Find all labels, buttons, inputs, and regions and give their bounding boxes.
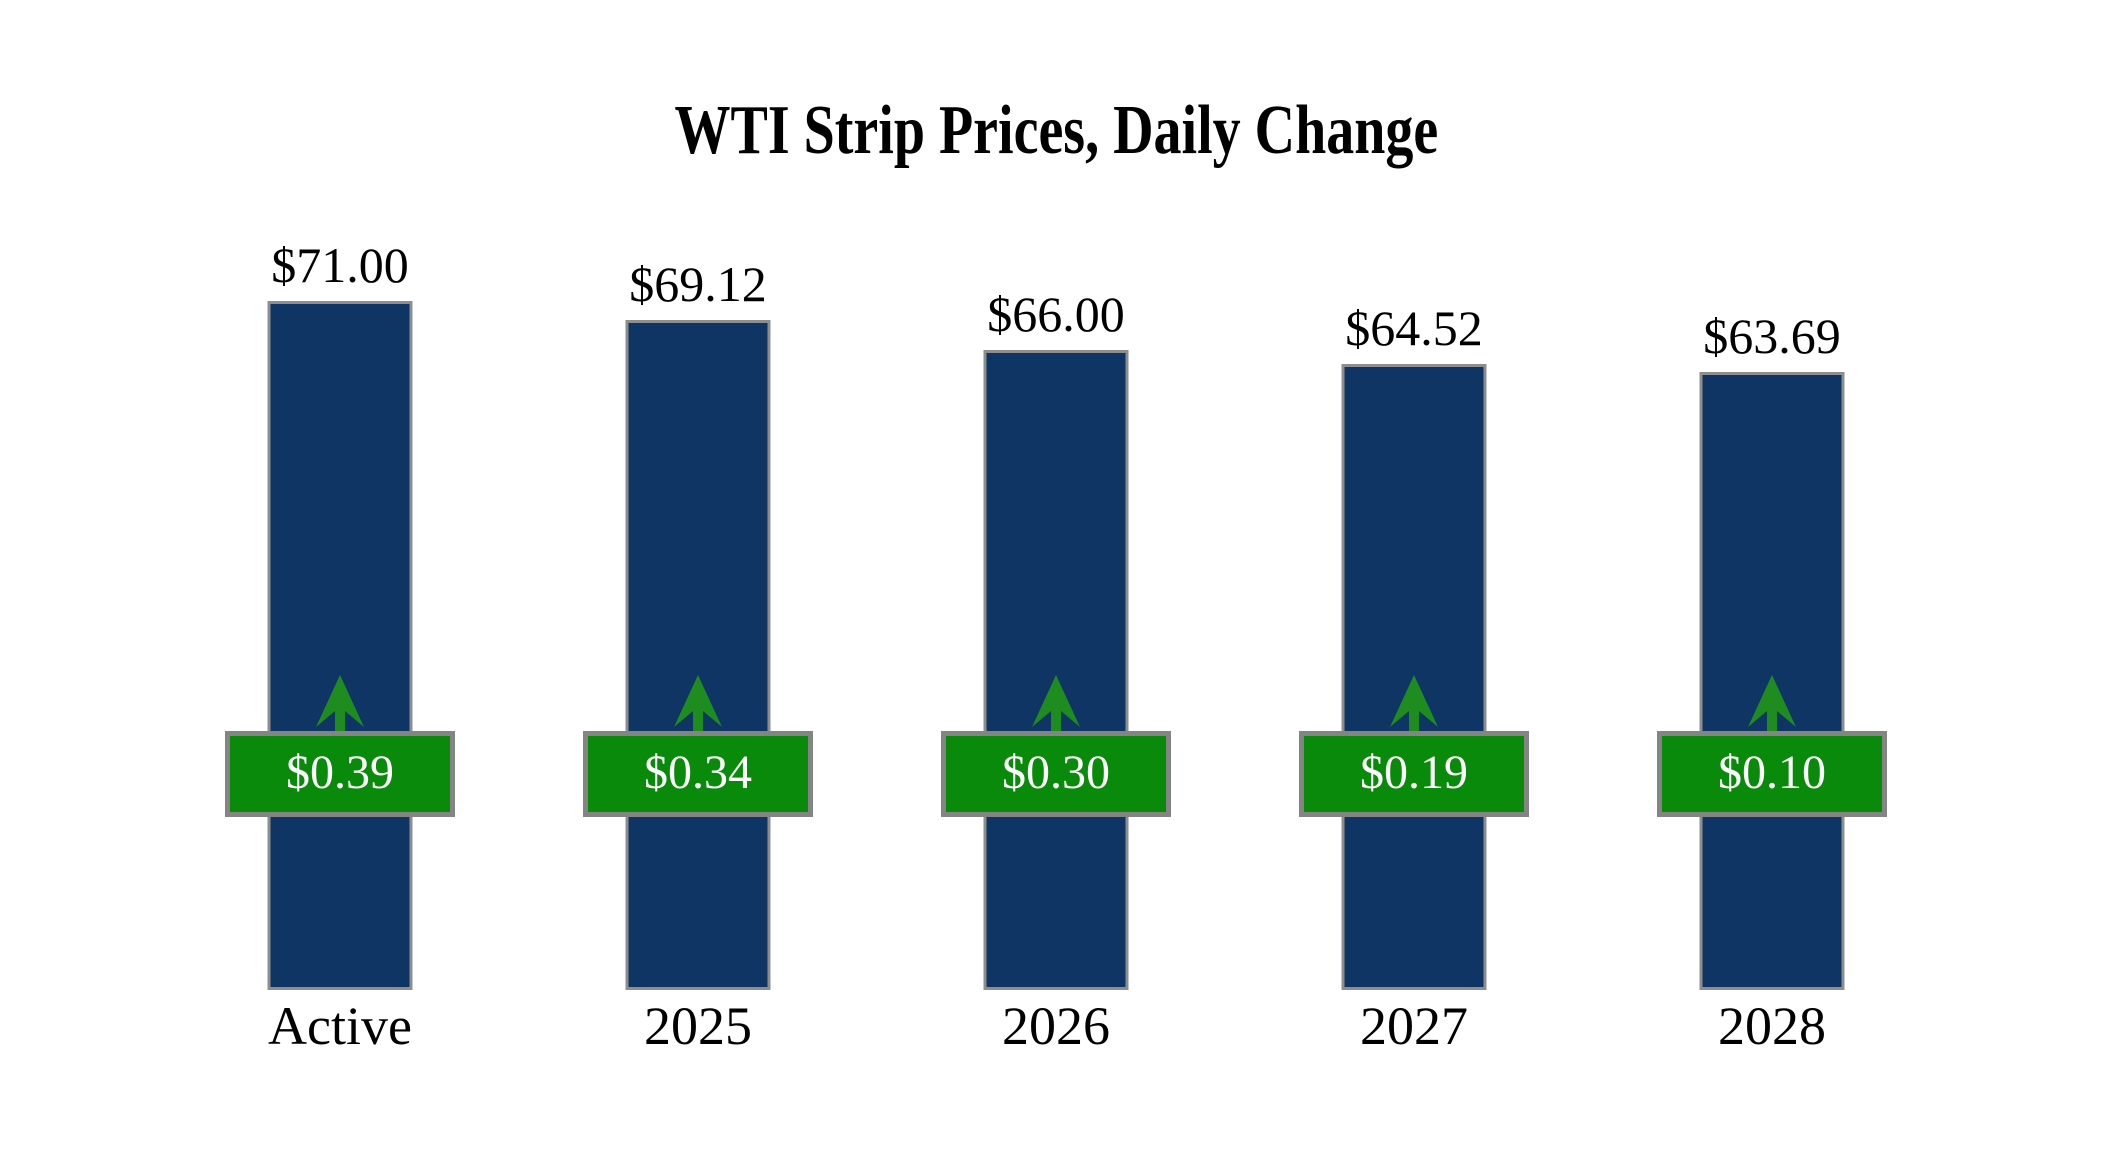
up-arrow-icon	[672, 675, 724, 740]
price-bar	[267, 301, 413, 990]
bar-column: $64.52 $0.19 2027	[1235, 0, 1593, 1152]
change-badge: $0.34	[583, 731, 813, 817]
category-label: Active	[268, 996, 412, 1056]
change-badge: $0.30	[941, 731, 1171, 817]
bar-column: $66.00 $0.30 2026	[877, 0, 1235, 1152]
price-label: $69.12	[629, 256, 767, 312]
bar-column: $69.12 $0.34 2025	[519, 0, 877, 1152]
change-badge-label: $0.34	[644, 746, 752, 799]
price-bar	[625, 320, 771, 990]
category-label: 2027	[1360, 996, 1468, 1056]
bar-column: $63.69 $0.10 2028	[1593, 0, 1951, 1152]
price-label: $71.00	[271, 237, 409, 293]
change-badge: $0.10	[1657, 731, 1887, 817]
price-label: $66.00	[987, 286, 1125, 342]
category-label: 2025	[644, 996, 752, 1056]
change-badge-label: $0.19	[1360, 746, 1468, 799]
up-arrow-icon	[1746, 675, 1798, 740]
bar-column: $71.00 $0.39 Active	[161, 0, 519, 1152]
change-badge: $0.19	[1299, 731, 1529, 817]
price-bar	[983, 350, 1129, 990]
chart-title: WTI Strip Prices, Daily Change	[0, 92, 2112, 169]
category-label: 2026	[1002, 996, 1110, 1056]
change-badge-label: $0.39	[286, 746, 394, 799]
price-label: $64.52	[1345, 300, 1483, 356]
change-badge-label: $0.30	[1002, 746, 1110, 799]
category-label: 2028	[1718, 996, 1826, 1056]
up-arrow-icon	[1388, 675, 1440, 740]
up-arrow-icon	[1030, 675, 1082, 740]
change-badge-label: $0.10	[1718, 746, 1826, 799]
change-badge: $0.39	[225, 731, 455, 817]
price-label: $63.69	[1703, 308, 1841, 364]
chart-title-text: WTI Strip Prices, Daily Change	[674, 92, 1438, 169]
up-arrow-icon	[314, 675, 366, 740]
